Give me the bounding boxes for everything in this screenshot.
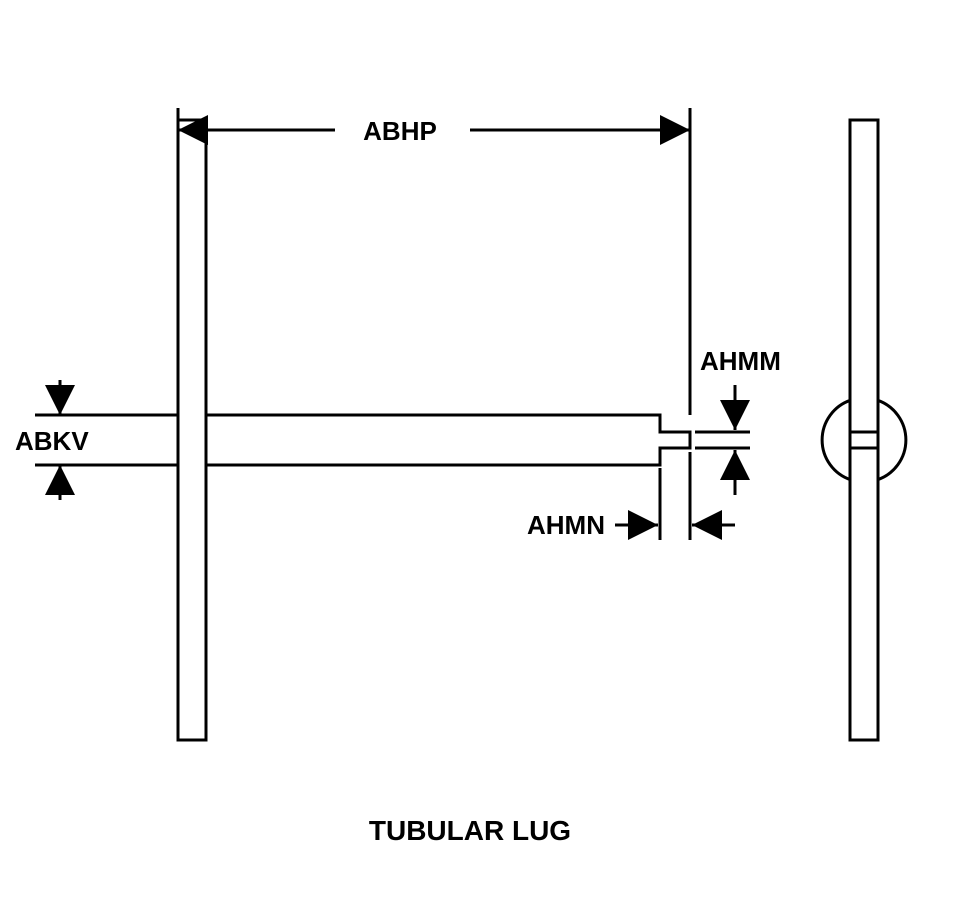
ahmn-label: AHMN — [527, 510, 605, 540]
side-vertical-bar — [850, 120, 878, 740]
front-vertical-bar — [178, 120, 206, 740]
side-circle-bot-arc — [877, 400, 906, 480]
diagram-title: TUBULAR LUG — [369, 815, 571, 846]
abkv-label: ABKV — [15, 426, 89, 456]
abhp-label: ABHP — [363, 116, 437, 146]
side-circle-top-arc — [822, 400, 851, 480]
ahmm-label: AHMM — [700, 346, 781, 376]
tubular-lug-diagram: ABHP ABKV AHMM AHMN TUBULAR LUG — [0, 0, 967, 910]
tube-outline — [206, 415, 690, 465]
